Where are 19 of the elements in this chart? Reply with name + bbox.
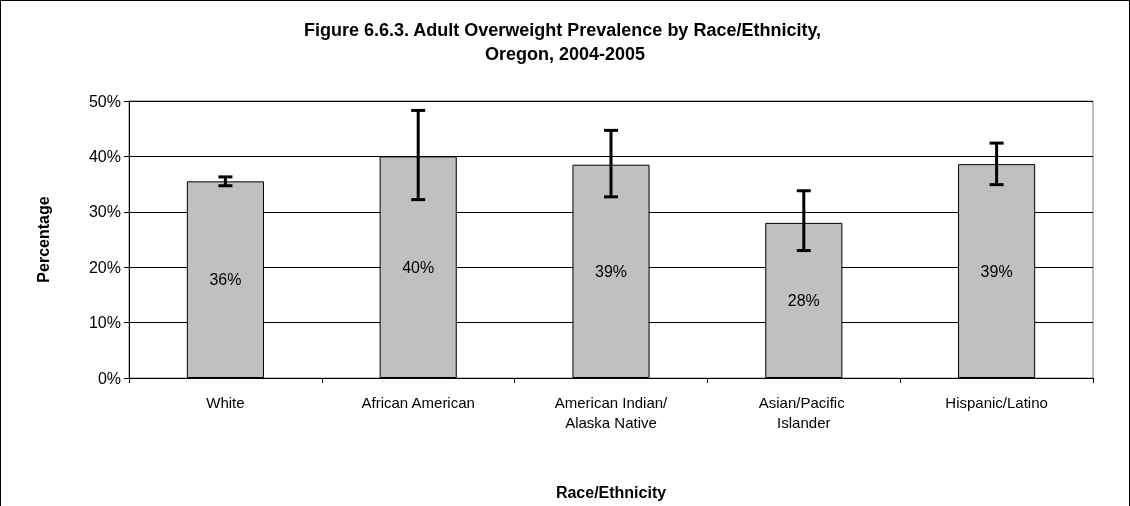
y-tick-label: 0% [97,369,121,387]
data-label: 40% [402,258,435,276]
data-label: 39% [980,262,1013,280]
y-tick-label: 10% [88,314,121,332]
data-label: 39% [594,262,628,280]
y-tick-label: 50% [88,92,121,110]
chart-title: Figure 6.6.3. Adult Overweight Prevalence by Race/Ethnicity, Oregon, 2004-2005 [303,20,827,64]
data-label: 36% [209,271,242,289]
y-tick-label: 20% [88,258,121,276]
x-tick-label: American Indian/Alaska Native [554,393,669,431]
y-axis-title: Percentage [34,196,52,283]
x-tick-label: Asian/Pacific Islander [758,393,849,431]
y-tick-label: 30% [88,203,121,221]
data-label: 28% [787,291,820,309]
x-tick-label: White [206,393,245,411]
x-tick-label: Hispanic/Latino [945,393,1048,411]
x-axis-title: Race/Ethnicity [555,483,667,501]
y-tick-label: 40% [88,147,121,165]
x-tick-label: African American [361,393,475,411]
